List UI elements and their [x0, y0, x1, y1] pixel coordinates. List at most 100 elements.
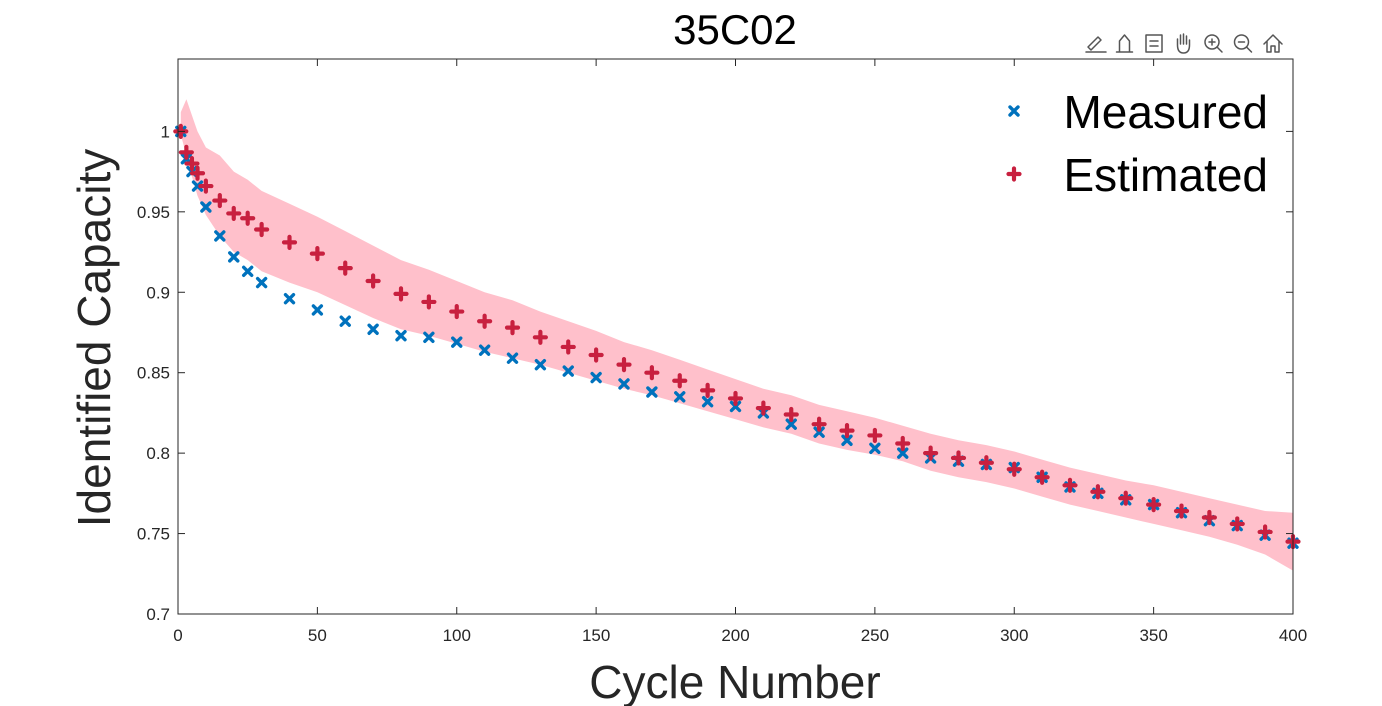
data-point-estimated	[1090, 484, 1106, 500]
data-point-measured	[214, 230, 226, 242]
data-point-estimated	[1229, 516, 1245, 532]
data-point-estimated	[532, 329, 548, 345]
data-point-estimated	[1201, 509, 1217, 526]
legend: Measured Estimated	[1006, 86, 1268, 201]
data-point-measured	[729, 400, 742, 413]
data-point-estimated	[393, 286, 409, 302]
home-icon[interactable]	[1263, 34, 1283, 53]
data-point-estimated	[895, 435, 911, 452]
data-point-estimated	[212, 192, 228, 209]
y-tick-label: 0.85	[137, 364, 170, 383]
uncertainty-band	[180, 99, 1293, 571]
x-tick-label: 50	[308, 626, 327, 645]
data-point-estimated	[1257, 524, 1273, 540]
data-point-estimated	[923, 445, 939, 461]
data-point-estimated	[811, 416, 827, 432]
x-tick-label: 300	[1000, 626, 1028, 645]
export-icon[interactable]	[1115, 34, 1134, 53]
data-point-estimated	[755, 400, 771, 416]
data-point-measured	[255, 276, 268, 289]
data-point-measured	[395, 329, 407, 342]
pan-icon[interactable]	[1176, 33, 1191, 54]
data-point-measured	[841, 434, 853, 446]
brush-icon[interactable]	[1085, 36, 1107, 53]
data-point-estimated	[1006, 461, 1022, 477]
data-point-estimated	[184, 155, 200, 172]
data-point-measured	[283, 292, 296, 305]
data-point-estimated	[867, 427, 883, 444]
y-tick-label: 1	[161, 122, 170, 141]
series-layer	[173, 123, 1301, 550]
data-point-measured	[506, 352, 519, 364]
data-point-estimated	[198, 178, 214, 194]
data-point-estimated	[254, 221, 270, 238]
data-point-estimated	[588, 347, 604, 363]
x-tick-label: 150	[582, 626, 610, 645]
data-point-estimated	[1146, 497, 1162, 513]
legend-item-estimated: Estimated	[1006, 149, 1268, 201]
data-point-estimated	[839, 423, 855, 439]
x-tick-label: 350	[1139, 626, 1167, 645]
legend-symbol-estimated	[1006, 166, 1022, 182]
data-point-estimated	[178, 144, 194, 160]
data-point-measured	[228, 251, 240, 263]
legend-marker-measured	[1008, 105, 1020, 117]
series-estimated	[173, 123, 1301, 550]
data-point-measured	[478, 344, 491, 356]
x-tick-label: 200	[721, 626, 749, 645]
ticks-layer: 0 50 100 150 200 250 300 350 400 0.7 0.75 0.8 0.85 0.…	[137, 59, 1307, 645]
data-point-measured	[534, 358, 547, 371]
data-point-measured	[813, 426, 825, 438]
x-tick-label: 250	[861, 626, 889, 645]
data-point-estimated	[616, 357, 632, 373]
data-point-estimated	[477, 313, 493, 329]
data-point-measured	[241, 265, 254, 278]
data-point-measured	[191, 180, 204, 192]
data-point-measured	[897, 447, 909, 459]
legend-symbol-measured	[1008, 105, 1020, 117]
data-point-measured	[646, 386, 658, 398]
data-point-estimated	[281, 234, 298, 250]
data-point-measured	[869, 442, 881, 455]
y-tick-label: 0.8	[146, 444, 170, 463]
legend-item-measured: Measured	[1008, 86, 1268, 138]
y-tick-label: 0.7	[146, 605, 170, 624]
data-point-measured	[451, 336, 463, 348]
data-point-measured	[701, 395, 714, 408]
data-point-measured	[785, 418, 797, 430]
chart-title: 35C02	[673, 6, 797, 53]
y-tick-label: 0.75	[137, 525, 170, 544]
data-point-measured	[423, 331, 435, 344]
data-point-estimated	[727, 390, 744, 407]
y-tick-label: 0.9	[146, 283, 170, 302]
data-point-estimated	[421, 294, 437, 310]
y-axis-label: Identified Capacity	[68, 149, 120, 527]
data-point-measured	[339, 315, 351, 327]
zoom-out-icon[interactable]	[1233, 34, 1253, 53]
legend-label-measured: Measured	[1063, 86, 1268, 138]
data-point-estimated	[240, 210, 256, 226]
data-point-estimated	[978, 455, 994, 471]
data-point-estimated	[449, 303, 465, 320]
zoom-in-icon[interactable]	[1204, 34, 1223, 53]
data-point-estimated	[337, 260, 353, 276]
data-point-measured	[562, 365, 574, 377]
data-point-estimated	[1062, 477, 1078, 493]
plot-area	[178, 59, 1293, 614]
data-point-measured	[590, 371, 602, 384]
data-point-estimated	[783, 406, 799, 423]
data-point-measured	[200, 201, 212, 213]
x-tick-label: 400	[1279, 626, 1307, 645]
data-point-estimated	[504, 320, 521, 336]
data-point-estimated	[1034, 469, 1050, 485]
confidence-band	[180, 99, 1293, 571]
x-axis-label: Cycle Number	[589, 656, 880, 706]
data-point-estimated	[672, 373, 688, 389]
data-point-estimated	[365, 273, 381, 289]
datatips-icon[interactable]	[1145, 34, 1163, 53]
legend-label-estimated: Estimated	[1063, 149, 1268, 201]
data-point-estimated	[950, 450, 967, 466]
data-point-estimated	[644, 365, 660, 381]
data-point-estimated	[700, 382, 716, 398]
